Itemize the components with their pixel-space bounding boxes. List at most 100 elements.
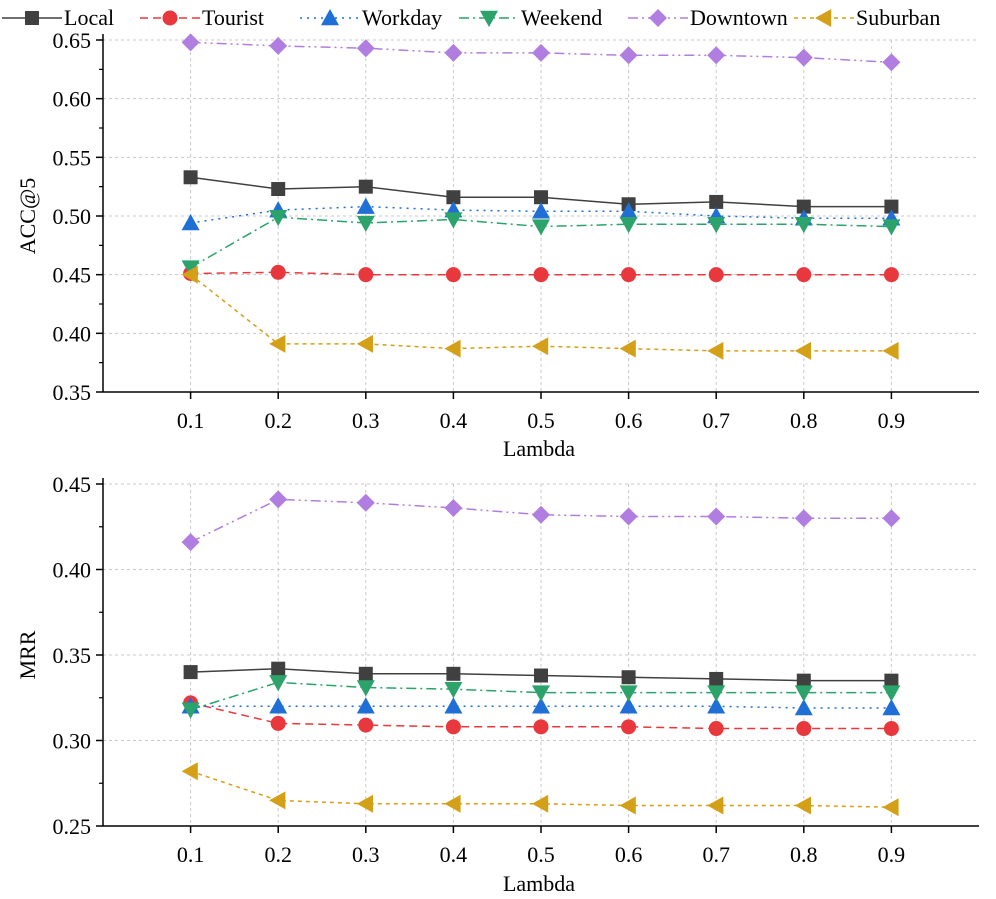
data-point-workday <box>532 202 550 219</box>
y-tick-label: 0.40 <box>53 558 92 583</box>
legend-item-downtown: Downtown <box>628 5 788 30</box>
data-point-local <box>884 199 899 214</box>
data-point-tourist <box>270 715 286 731</box>
data-point-tourist <box>358 267 374 283</box>
legend-label-suburban: Suburban <box>856 5 940 30</box>
data-point-tourist <box>883 267 899 283</box>
series-line-suburban <box>190 274 892 352</box>
y-tick-label: 0.50 <box>53 204 92 229</box>
x-tick-label: 0.1 <box>177 408 205 433</box>
data-point-local <box>271 182 286 197</box>
data-point-weekend <box>794 685 813 702</box>
legend-item-tourist: Tourist <box>140 5 264 30</box>
x-tick-label: 0.4 <box>440 408 468 433</box>
y-axis-title: MRR <box>15 630 40 679</box>
series-local <box>183 661 899 688</box>
legend-label-weekend: Weekend <box>521 5 602 30</box>
series-downtown <box>181 490 901 552</box>
data-point-weekend <box>532 219 550 236</box>
data-point-tourist <box>708 267 724 283</box>
data-point-downtown <box>269 36 288 55</box>
data-point-local <box>358 179 373 194</box>
data-point-suburban <box>269 334 286 353</box>
data-point-downtown <box>619 507 638 526</box>
data-point-weekend <box>356 215 375 233</box>
data-point-downtown <box>882 53 901 72</box>
data-point-tourist <box>796 721 812 737</box>
data-point-local <box>183 170 198 185</box>
y-tick-label: 0.35 <box>53 643 92 668</box>
series-weekend <box>181 675 901 719</box>
data-point-weekend <box>269 209 288 227</box>
data-point-downtown <box>444 498 463 517</box>
data-point-suburban <box>882 798 899 817</box>
series-workday <box>181 697 901 716</box>
legend-marker-suburban <box>815 9 832 27</box>
data-point-local <box>358 666 373 681</box>
data-point-weekend <box>444 212 463 229</box>
y-tick-label: 0.40 <box>53 321 92 346</box>
data-point-tourist <box>883 721 899 737</box>
data-point-local <box>446 190 461 205</box>
data-point-local <box>709 671 724 686</box>
series-weekend <box>181 209 901 277</box>
data-point-weekend <box>882 219 901 236</box>
data-point-tourist <box>358 717 374 733</box>
legend-item-local: Local <box>2 5 114 30</box>
series-tourist <box>183 264 899 283</box>
data-point-downtown <box>532 505 550 524</box>
series-suburban <box>181 265 899 360</box>
data-point-weekend <box>619 217 638 234</box>
data-point-suburban <box>444 794 461 813</box>
data-point-weekend <box>882 685 901 702</box>
data-point-workday <box>181 214 200 231</box>
x-tick-label: 0.9 <box>878 842 906 867</box>
data-point-downtown <box>181 33 200 52</box>
y-axis-title: ACC@5 <box>15 178 40 255</box>
legend-label-downtown: Downtown <box>690 5 788 30</box>
data-point-downtown <box>356 493 375 512</box>
x-tick-label: 0.6 <box>615 408 643 433</box>
data-point-suburban <box>619 339 636 358</box>
data-point-tourist <box>270 264 286 280</box>
data-point-weekend <box>794 217 813 234</box>
data-point-suburban <box>444 339 461 358</box>
data-point-workday <box>794 699 813 716</box>
data-point-tourist <box>796 267 812 283</box>
x-tick-label: 0.6 <box>615 842 643 867</box>
legend-label-workday: Workday <box>362 5 442 30</box>
data-point-workday <box>356 197 375 214</box>
data-point-workday <box>356 697 375 714</box>
x-tick-label: 0.2 <box>264 842 292 867</box>
x-tick-label: 0.3 <box>352 408 380 433</box>
data-point-downtown <box>532 43 550 62</box>
y-tick-label: 0.30 <box>53 729 92 754</box>
data-point-suburban <box>532 337 549 356</box>
data-point-weekend <box>532 685 550 702</box>
data-point-suburban <box>532 794 549 813</box>
data-point-suburban <box>356 334 373 353</box>
data-point-weekend <box>181 260 200 277</box>
x-tick-label: 0.2 <box>264 408 292 433</box>
y-tick-label: 0.60 <box>53 87 92 112</box>
data-point-local <box>183 665 198 680</box>
legend-label-local: Local <box>64 5 114 30</box>
legend-marker-tourist <box>162 10 178 26</box>
legend-item-weekend: Weekend <box>459 5 602 30</box>
data-point-suburban <box>181 762 198 781</box>
legend-label-tourist: Tourist <box>202 5 264 30</box>
data-point-local <box>534 668 548 683</box>
data-point-downtown <box>882 509 901 528</box>
data-point-suburban <box>269 791 286 810</box>
data-point-downtown <box>707 507 726 526</box>
data-point-local <box>446 666 461 681</box>
data-point-workday <box>707 697 726 714</box>
legend: Local Tourist Workday Weekend Downtown Suburb… <box>2 5 940 30</box>
data-point-suburban <box>707 341 724 360</box>
data-point-local <box>621 670 636 685</box>
data-point-downtown <box>444 43 463 62</box>
data-point-downtown <box>356 39 375 58</box>
data-point-weekend <box>619 685 638 702</box>
x-tick-label: 0.8 <box>790 842 818 867</box>
legend-marker-downtown <box>649 9 667 27</box>
